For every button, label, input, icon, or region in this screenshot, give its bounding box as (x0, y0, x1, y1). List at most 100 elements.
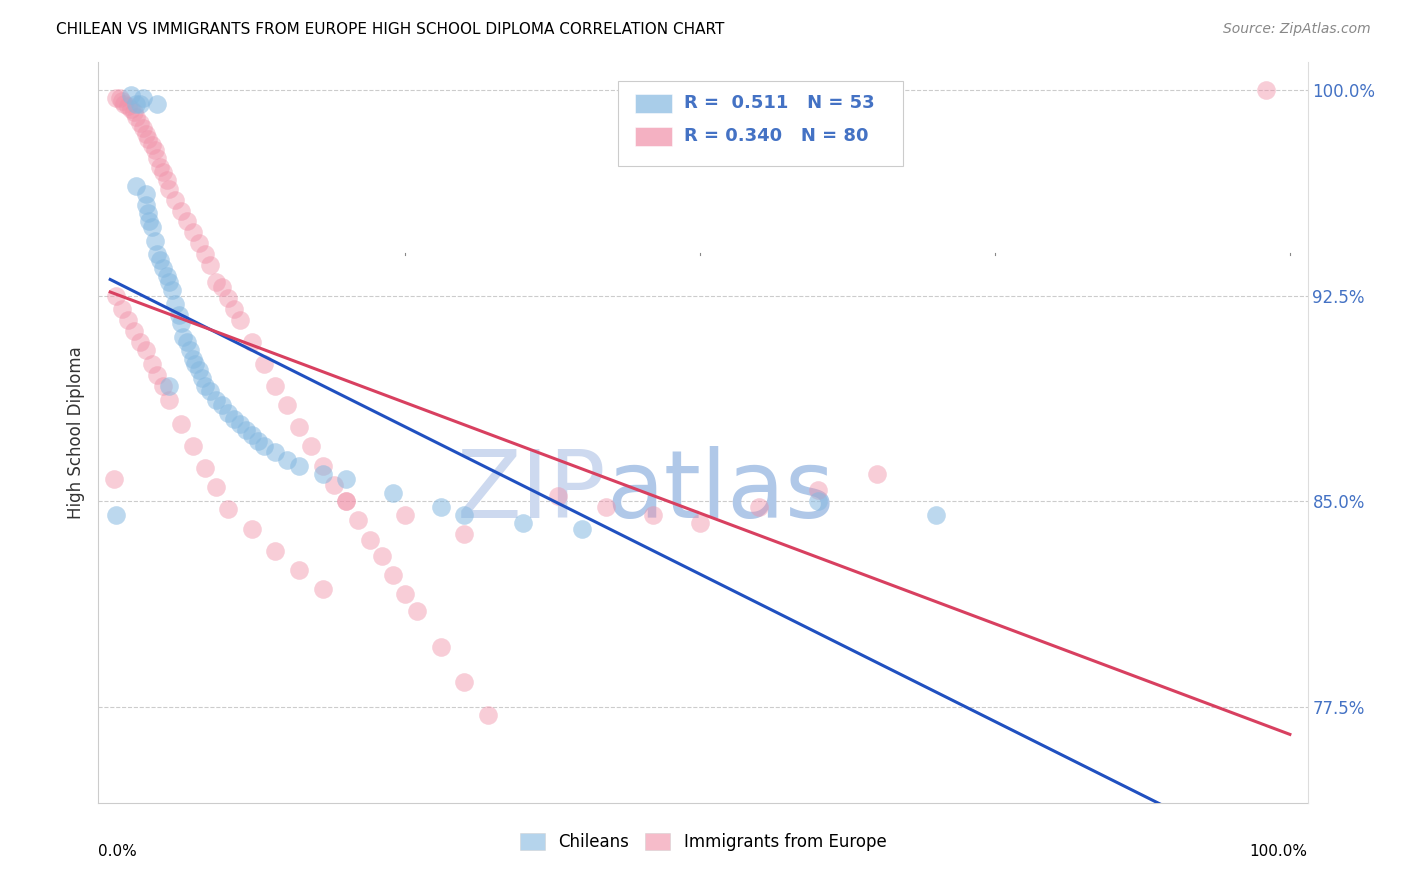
Point (117, 313, 139, 327)
Text: ZIP: ZIP (457, 446, 606, 538)
Point (143, 234, 166, 248)
Point (103, 472, 125, 486)
Point (211, 398, 233, 412)
Point (240, 335, 263, 350)
Point (135, 198, 157, 212)
Point (187, 362, 209, 376)
Point (217, 291, 239, 305)
Point (807, 494, 830, 508)
Point (108, 91, 131, 105)
Bar (619, 81, 903, 166)
Point (136, 132, 159, 146)
Point (170, 203, 193, 218)
Point (146, 368, 169, 382)
Point (191, 371, 214, 385)
Point (181, 351, 204, 366)
Point (165, 297, 187, 311)
Point (152, 165, 174, 179)
Point (132, 91, 155, 105)
Point (240, 428, 263, 442)
Point (311, 467, 333, 481)
Point (120, 88, 142, 103)
Point (105, 91, 128, 105)
Point (146, 96, 169, 111)
Point (165, 193, 187, 207)
Point (264, 379, 287, 393)
Point (136, 206, 159, 220)
Point (235, 423, 257, 437)
Point (111, 302, 134, 317)
Point (335, 472, 357, 486)
Point (347, 513, 370, 527)
Point (146, 247, 169, 261)
Point (252, 357, 274, 371)
Bar (636, 127, 672, 146)
Point (194, 379, 217, 393)
Bar (636, 94, 672, 112)
Point (111, 94, 134, 108)
Point (406, 604, 429, 618)
Point (217, 406, 239, 420)
Point (170, 417, 193, 432)
Point (689, 516, 711, 530)
Point (149, 252, 172, 267)
Point (176, 335, 198, 350)
Point (105, 288, 128, 302)
Point (477, 708, 499, 723)
Point (176, 214, 198, 228)
Point (429, 640, 451, 654)
Point (156, 269, 179, 284)
Point (205, 480, 228, 494)
Point (299, 439, 322, 453)
Point (205, 392, 228, 407)
Point (246, 434, 269, 448)
Point (132, 121, 155, 136)
Point (128, 335, 150, 350)
Text: CHILEAN VS IMMIGRANTS FROM EUROPE HIGH SCHOOL DIPLOMA CORRELATION CHART: CHILEAN VS IMMIGRANTS FROM EUROPE HIGH S… (56, 22, 724, 37)
Text: Source: ZipAtlas.com: Source: ZipAtlas.com (1223, 22, 1371, 37)
Point (323, 477, 346, 491)
Point (571, 522, 593, 536)
Point (187, 236, 209, 251)
Point (1256, 83, 1278, 97)
Point (288, 420, 311, 434)
Point (181, 439, 204, 453)
Point (200, 384, 222, 399)
Point (925, 508, 948, 522)
Point (453, 675, 475, 690)
Point (172, 329, 194, 343)
Point (138, 214, 160, 228)
Point (141, 357, 163, 371)
Point (194, 247, 217, 261)
Point (222, 302, 245, 317)
Point (382, 486, 405, 500)
Text: 100.0%: 100.0% (1250, 844, 1308, 858)
Point (288, 458, 311, 473)
Point (595, 500, 617, 514)
Point (112, 96, 135, 111)
Point (229, 313, 252, 327)
Point (167, 308, 190, 322)
Point (866, 467, 889, 481)
Point (149, 160, 172, 174)
Point (335, 494, 357, 508)
Text: atlas: atlas (606, 446, 835, 538)
Point (288, 563, 311, 577)
Point (128, 96, 150, 111)
Point (641, 508, 664, 522)
Point (135, 343, 157, 358)
Point (135, 127, 157, 141)
Point (311, 582, 333, 596)
Point (128, 116, 150, 130)
Point (276, 453, 298, 467)
Point (394, 508, 416, 522)
Point (748, 500, 770, 514)
Point (194, 461, 217, 475)
Point (222, 412, 245, 426)
Point (211, 280, 233, 294)
Point (264, 445, 287, 459)
Point (359, 533, 381, 547)
Point (141, 219, 163, 234)
Point (181, 226, 204, 240)
Point (157, 275, 180, 289)
